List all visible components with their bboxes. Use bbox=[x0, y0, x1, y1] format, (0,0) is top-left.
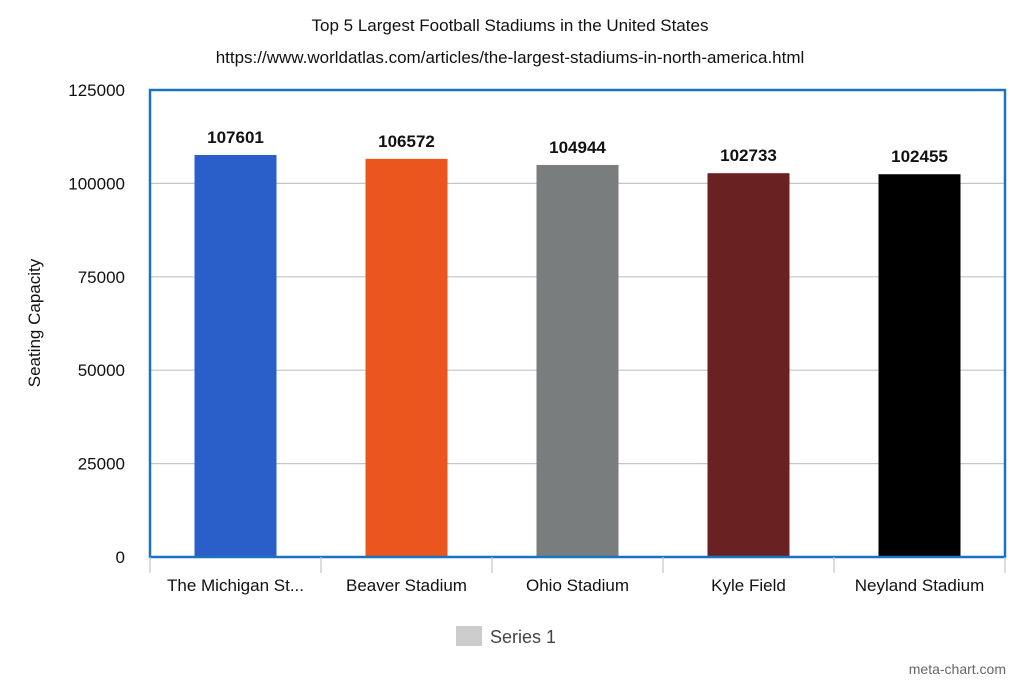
y-tick-label: 0 bbox=[116, 548, 125, 567]
chart-subtitle: https://www.worldatlas.com/articles/the-… bbox=[216, 48, 805, 67]
data-label: 106572 bbox=[378, 132, 435, 151]
x-tick-label: Neyland Stadium bbox=[855, 576, 984, 595]
legend-swatch bbox=[456, 626, 482, 646]
data-label: 102733 bbox=[720, 146, 777, 165]
bar bbox=[365, 158, 448, 557]
chart-title: Top 5 Largest Football Stadiums in the U… bbox=[312, 16, 709, 35]
bar bbox=[194, 155, 277, 557]
y-tick-label: 100000 bbox=[68, 174, 125, 193]
y-tick-label: 25000 bbox=[78, 455, 125, 474]
x-tick-label: Ohio Stadium bbox=[526, 576, 629, 595]
bar bbox=[878, 174, 961, 557]
data-label: 102455 bbox=[891, 147, 948, 166]
y-tick-label: 75000 bbox=[78, 268, 125, 287]
x-tick-label: The Michigan St... bbox=[167, 576, 304, 595]
legend-label: Series 1 bbox=[490, 627, 556, 647]
plot-border bbox=[148, 88, 1007, 559]
data-label: 107601 bbox=[207, 128, 264, 147]
bar bbox=[536, 164, 619, 558]
bar bbox=[707, 173, 790, 557]
watermark: meta-chart.com bbox=[909, 661, 1006, 677]
x-tick-label: Beaver Stadium bbox=[346, 576, 467, 595]
data-label: 104944 bbox=[549, 138, 606, 157]
y-tick-label: 125000 bbox=[68, 81, 125, 100]
x-tick-label: Kyle Field bbox=[711, 576, 786, 595]
y-tick-label: 50000 bbox=[78, 361, 125, 380]
y-axis-label: Seating Capacity bbox=[25, 258, 44, 387]
